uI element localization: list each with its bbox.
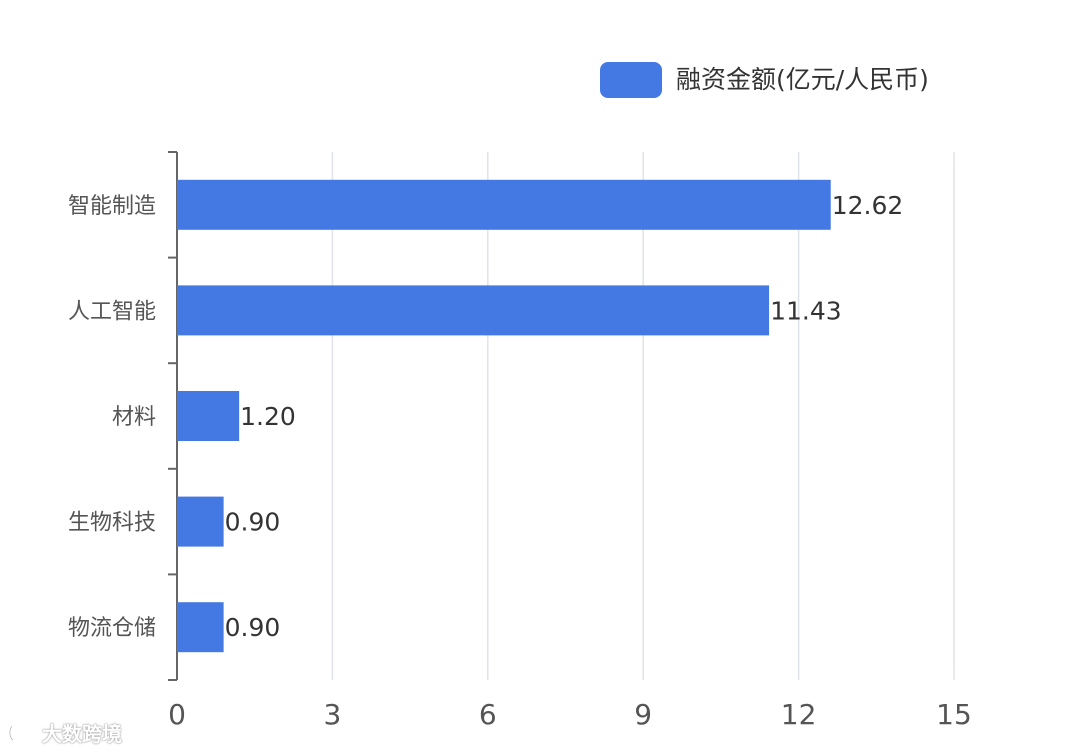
data-label: 1.20 [240,402,296,431]
x-tick-label: 6 [479,698,497,731]
bar [177,496,224,547]
category-label: 物流仓储 [68,616,156,641]
watermark-text: 大数跨境 [42,722,122,746]
category-label: 生物科技 [68,511,156,536]
x-tick-label: 12 [781,698,817,731]
watermark-logo-icon [8,724,37,741]
category-label: 智能制造 [68,194,156,219]
legend-label: 融资金额(亿元/人民币) [676,65,929,94]
category-label: 材料 [112,405,156,430]
x-tick-label: 3 [323,698,341,731]
x-tick-label: 9 [634,698,652,731]
data-label: 0.90 [225,508,281,537]
x-tick-label: 15 [936,698,972,731]
data-label: 0.90 [225,613,281,642]
data-label: 12.62 [832,191,904,220]
x-tick-label: 0 [168,698,186,731]
data-label: 11.43 [770,296,842,325]
legend-swatch [600,62,662,98]
bar [177,285,770,336]
bar [177,179,831,230]
watermark: 大数跨境 [8,718,122,747]
bar [177,391,240,441]
bar [177,602,224,653]
category-label: 人工智能 [68,299,156,324]
